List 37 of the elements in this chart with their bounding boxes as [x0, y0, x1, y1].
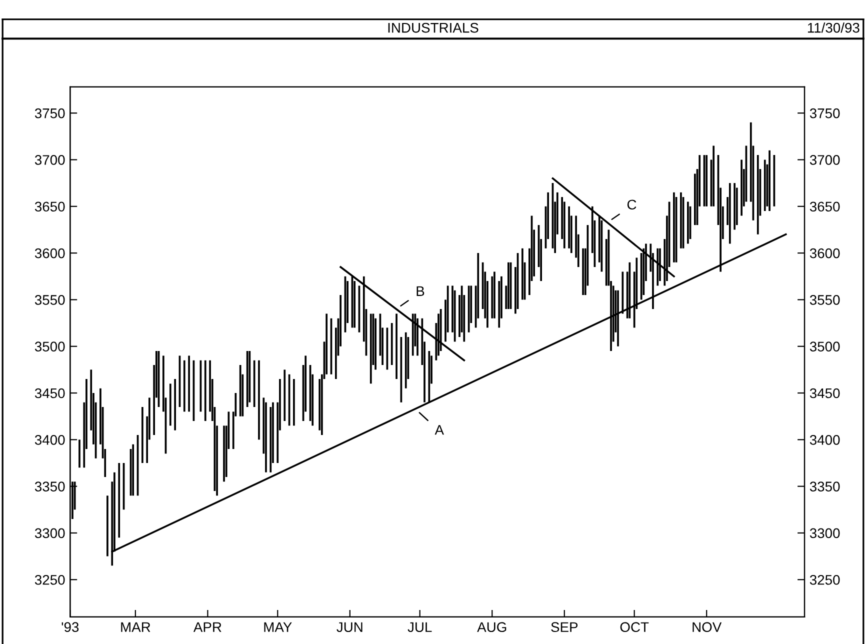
y-tick-label: 3350: [34, 482, 65, 492]
y-tick-label: 3600: [34, 248, 65, 258]
x-tick-label: OCT: [620, 622, 649, 632]
y2-tick-label: 3550: [810, 295, 840, 305]
y-tick-label: 3300: [34, 528, 65, 538]
y2-tick-label: 3750: [810, 108, 840, 118]
y-tick-label: 3400: [34, 434, 65, 445]
y-tick-label: 3550: [34, 295, 65, 305]
y-tick-label: 3500: [34, 342, 65, 352]
x-tick-label: JUN: [336, 622, 362, 632]
y-tick-label: 3450: [34, 388, 65, 398]
y2-tick-label: 3350: [810, 482, 840, 492]
text: 11/30/93: [808, 22, 860, 33]
y-tick-label: 3700: [34, 155, 65, 165]
series-label: C: [627, 200, 636, 210]
chart-title: INDUSTRIALS: [388, 22, 478, 33]
x-tick-label: AUG: [477, 622, 506, 632]
legend-label: A: [434, 425, 444, 435]
y2-tick-label: 3250: [810, 574, 840, 585]
y2-tick-label: 3650: [810, 202, 840, 212]
y-tick-label: 3250: [34, 574, 65, 585]
x-tick-label: MAR: [121, 622, 150, 632]
y2-tick-label: 3600: [810, 248, 840, 258]
series-label: B: [416, 286, 424, 296]
x-tick-label: '93: [62, 622, 79, 632]
x-tick-label: APR: [193, 622, 222, 632]
y2-tick-label: 3450: [810, 388, 840, 398]
y2-tick-label: 3400: [810, 434, 840, 445]
y-tick-label: 3750: [34, 108, 65, 118]
x-tick-label: MAY: [264, 622, 292, 632]
x-tick-label: NOV: [692, 622, 722, 632]
y-tick-label: 3650: [34, 202, 65, 212]
x-tick-label: JUL: [408, 622, 432, 632]
x-tick-label: SEP: [551, 622, 578, 632]
y2-tick-label: 3700: [810, 155, 840, 165]
y2-tick-label: 3300: [810, 528, 840, 538]
y2-tick-label: 3500: [810, 342, 840, 352]
